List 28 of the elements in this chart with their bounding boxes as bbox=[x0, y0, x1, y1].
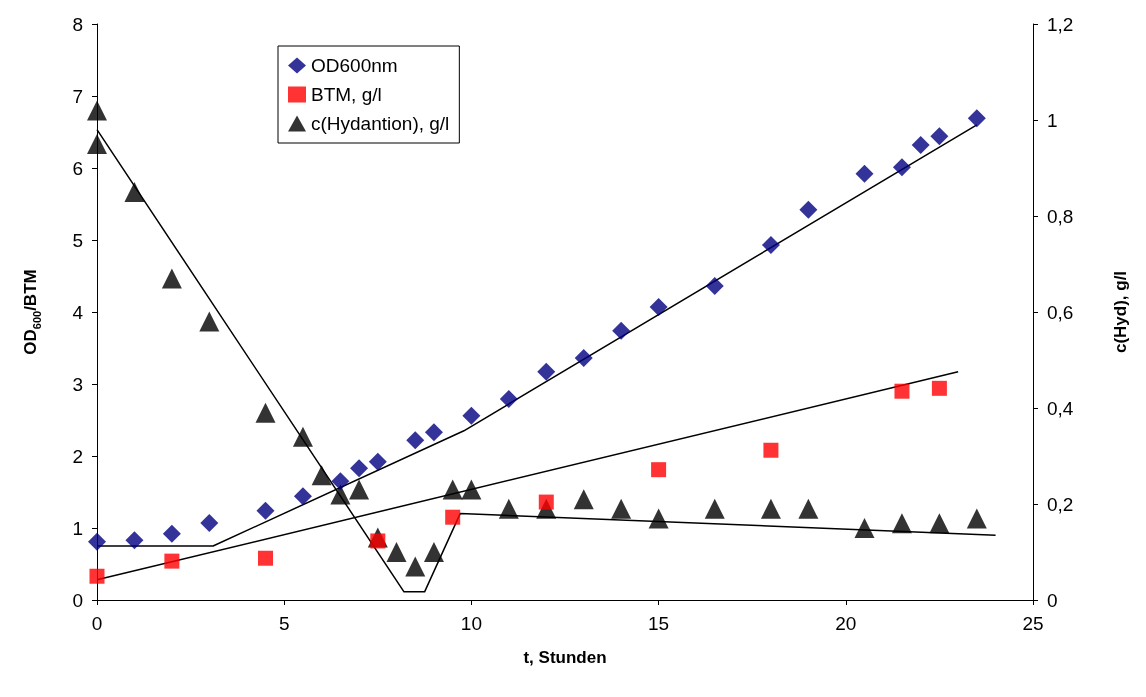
y2-tick-label: 0,2 bbox=[1047, 493, 1074, 515]
y-axis-title: OD600/BTM bbox=[20, 269, 43, 355]
x-tick-label: 15 bbox=[648, 613, 670, 634]
y2-tick-label: 0 bbox=[1047, 589, 1058, 611]
legend-label: c(Hydantion), g/l bbox=[311, 113, 450, 134]
legend-label: BTM, g/l bbox=[311, 84, 382, 105]
y-tick-label: 0 bbox=[72, 589, 83, 611]
y2-tick-label: 0,8 bbox=[1047, 205, 1074, 227]
x-tick-label: 20 bbox=[835, 613, 857, 634]
y2-tick-label: 1,2 bbox=[1047, 13, 1074, 35]
x-tick-label: 0 bbox=[91, 613, 103, 634]
x-tick-label: 5 bbox=[278, 613, 290, 634]
y-tick-label: 1 bbox=[72, 517, 83, 539]
y-tick-label: 4 bbox=[72, 301, 84, 323]
x-tick-label: 25 bbox=[1022, 613, 1044, 634]
legend-label: OD600nm bbox=[311, 55, 398, 76]
y2-tick-label: 1 bbox=[1047, 109, 1058, 131]
y-tick-label: 8 bbox=[72, 13, 83, 35]
y2-tick-label: 0,4 bbox=[1047, 397, 1074, 419]
y-tick-label: 3 bbox=[72, 373, 83, 395]
x-tick-label: 10 bbox=[460, 613, 482, 634]
y-tick-label: 6 bbox=[72, 157, 83, 179]
y-tick-label: 7 bbox=[72, 85, 83, 107]
y2-axis-title: c(Hyd), g/l bbox=[1110, 270, 1130, 354]
x-axis-title: t, Stunden bbox=[523, 647, 607, 667]
y-tick-label: 5 bbox=[72, 229, 83, 251]
y-tick-label: 2 bbox=[72, 445, 83, 467]
y2-tick-label: 0,6 bbox=[1047, 301, 1074, 323]
